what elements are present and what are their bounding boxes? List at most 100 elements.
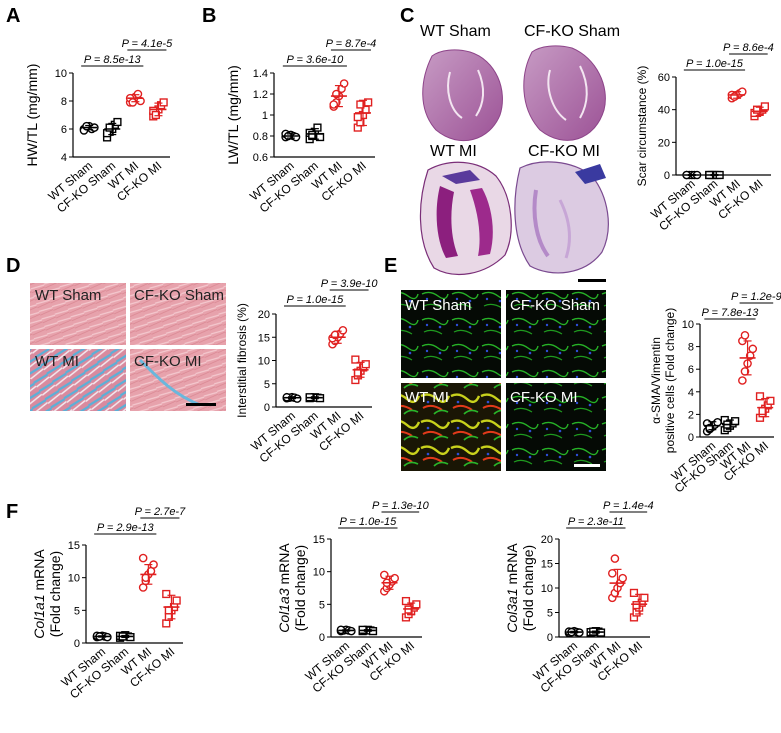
gene-suffix: mRNA xyxy=(31,549,47,595)
image-label-c-cfko-mi: CF-KO MI xyxy=(528,143,600,160)
y-axis-label: LW/TL (mg/mm) xyxy=(225,65,241,165)
data-point xyxy=(356,100,365,109)
data-point xyxy=(760,102,769,111)
gene-suffix: mRNA xyxy=(276,543,292,589)
data-point xyxy=(412,600,421,609)
p-value-label: P = 8.6e-4 xyxy=(723,42,774,54)
data-point xyxy=(608,569,617,578)
fluoro-e-wt-mi xyxy=(401,383,501,471)
y-tick-label: 5 xyxy=(74,605,80,617)
panel-label-d: D xyxy=(6,255,20,277)
panel-e-immunofluorescence: WT Sham CF-KO Sham WT MI CF-KO MI xyxy=(401,290,606,471)
y-tick-label: 0 xyxy=(74,638,80,650)
y-tick-label: 1 xyxy=(262,110,268,122)
y-tick-label: 8 xyxy=(688,342,694,354)
y-tick-label: 10 xyxy=(258,356,270,368)
y-tick-label: 20 xyxy=(658,137,670,149)
image-label-c-wt-sham: WT Sham xyxy=(420,23,491,40)
gene-suffix: mRNA xyxy=(504,543,520,589)
y-tick-label: 10 xyxy=(541,583,553,595)
image-label-d-wt-mi: WT MI xyxy=(35,353,79,370)
data-point xyxy=(313,123,322,132)
y-tick-label: 0.8 xyxy=(253,131,268,143)
stain-d-cfko-sham xyxy=(130,283,226,345)
data-point xyxy=(379,570,389,580)
fluoro-e-wt-sham xyxy=(401,290,501,378)
data-point xyxy=(740,330,750,340)
panel-label-f: F xyxy=(6,501,18,523)
data-point xyxy=(308,130,317,140)
y-axis-label-2: (Fold change) xyxy=(47,551,63,637)
image-label-e-wt-mi: WT MI xyxy=(405,389,449,406)
y-tick-label: 1.2 xyxy=(253,89,268,101)
data-point xyxy=(162,589,171,599)
panel-label-c: C xyxy=(400,5,414,27)
data-point xyxy=(351,355,360,364)
y-axis-label: Scar circumstance (%) xyxy=(635,66,649,187)
y-axis-label: Col3a1 mRNA xyxy=(504,543,520,633)
data-point xyxy=(752,105,762,114)
data-point xyxy=(364,98,373,107)
image-label-e-wt-sham: WT Sham xyxy=(405,297,471,314)
y-tick-label: 2 xyxy=(688,409,694,421)
data-point xyxy=(618,573,628,583)
data-point xyxy=(113,117,122,127)
data-point xyxy=(361,360,370,369)
y-tick-label: 10 xyxy=(313,567,325,579)
y-axis-label: Interstitial fibrosis (%) xyxy=(235,303,249,418)
y-axis-label: Col1a3 mRNA xyxy=(276,543,292,633)
heart-section-cfko-mi xyxy=(514,161,609,274)
scale-bar-c xyxy=(578,279,606,282)
heart-section-wt-sham xyxy=(422,49,503,142)
p-value-label: P = 1.0e-15 xyxy=(286,294,344,306)
p-value-label: P = 3.6e-10 xyxy=(286,54,344,66)
y-tick-label: 0 xyxy=(664,170,670,182)
fluoro-e-cfko-mi xyxy=(506,383,606,471)
data-point xyxy=(105,123,114,132)
image-label-c-wt-mi: WT MI xyxy=(430,143,477,160)
y-tick-label: 1.4 xyxy=(253,68,268,80)
y-tick-label: 0 xyxy=(264,402,270,414)
data-point xyxy=(172,596,181,605)
y-tick-label: 5 xyxy=(547,608,553,620)
y-tick-label: 5 xyxy=(264,379,270,391)
y-tick-label: 10 xyxy=(55,68,67,80)
image-label-d-wt-sham: WT Sham xyxy=(35,287,101,304)
heart-section-wt-mi xyxy=(419,161,512,275)
p-value-label: P = 2.9e-13 xyxy=(97,522,155,534)
image-label-e-cfko-sham: CF-KO Sham xyxy=(510,297,600,314)
y-tick-label: 40 xyxy=(658,105,670,117)
image-label-e-cfko-mi: CF-KO MI xyxy=(510,389,578,406)
data-point xyxy=(629,588,639,598)
gene-name: Col3a1 xyxy=(504,588,520,632)
panel-label-b: B xyxy=(202,5,216,27)
y-tick-label: 0 xyxy=(688,432,694,444)
data-point xyxy=(640,593,649,602)
data-point xyxy=(401,596,411,606)
stain-d-cfko-mi xyxy=(130,349,226,411)
p-value-label: P = 1.0e-15 xyxy=(339,516,397,528)
data-point xyxy=(731,417,740,426)
y-tick-label: 10 xyxy=(68,573,80,585)
y-tick-label: 0.6 xyxy=(253,152,268,164)
p-value-label: P = 1.4e-4 xyxy=(603,500,654,512)
y-tick-label: 4 xyxy=(688,387,694,399)
p-value-label: P = 1.3e-10 xyxy=(372,500,430,512)
p-value-label: P = 8.5e-13 xyxy=(84,54,142,66)
data-point xyxy=(338,325,348,335)
p-value-label: P = 2.7e-7 xyxy=(135,506,187,518)
data-point xyxy=(159,98,168,107)
y-tick-label: 8 xyxy=(61,96,67,108)
p-value-label: P = 4.1e-5 xyxy=(122,38,174,50)
p-value-label: P = 3.9e-10 xyxy=(321,278,379,290)
image-label-d-cfko-mi: CF-KO MI xyxy=(134,353,202,370)
data-point xyxy=(162,619,171,628)
image-label-c-cfko-sham: CF-KO Sham xyxy=(524,23,620,40)
stain-d-wt-mi xyxy=(30,349,126,411)
